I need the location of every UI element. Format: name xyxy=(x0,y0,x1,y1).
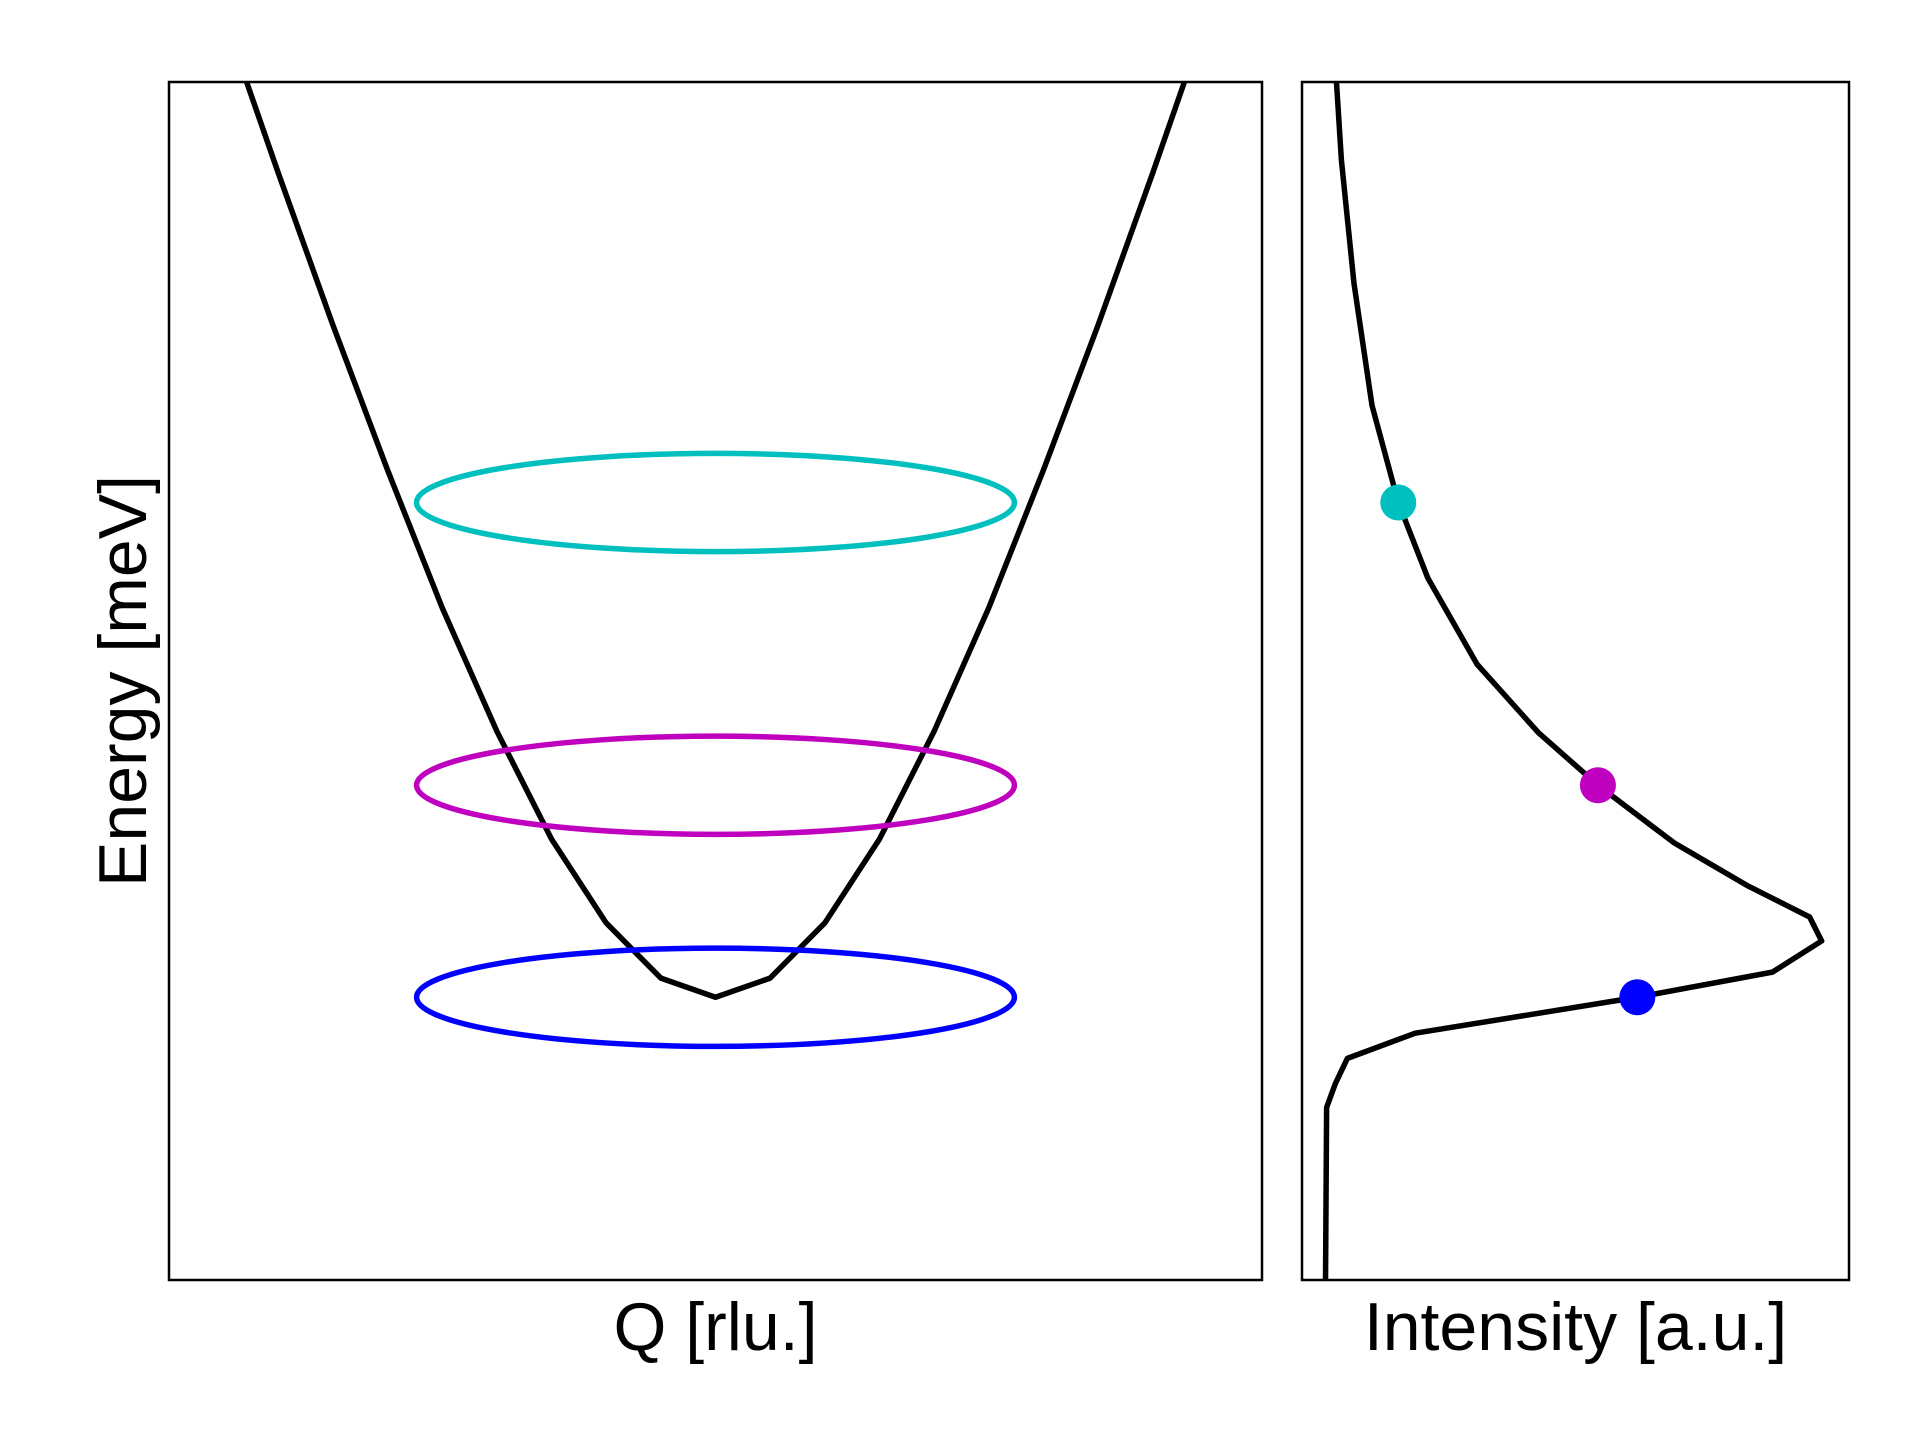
resolution-ellipse xyxy=(413,450,1018,555)
x-axis-label: Q [rlu.] xyxy=(613,1289,817,1365)
intensity-curve xyxy=(1322,82,1825,1280)
resolution-ellipse xyxy=(413,945,1018,1050)
plot-area xyxy=(244,82,1187,1050)
x-axis-label: Intensity [a.u.] xyxy=(1364,1289,1787,1365)
intensity-point xyxy=(1380,484,1417,521)
axes-frame xyxy=(1300,80,1851,1282)
resolution-ellipse xyxy=(413,733,1018,838)
axes-frame xyxy=(167,80,1264,1282)
dispersion-curve xyxy=(244,82,1187,1001)
plot-area xyxy=(1322,82,1825,1280)
y-axis-label: Energy [meV] xyxy=(85,475,161,887)
intensity-point xyxy=(1579,767,1616,804)
intensity-point xyxy=(1619,979,1656,1016)
